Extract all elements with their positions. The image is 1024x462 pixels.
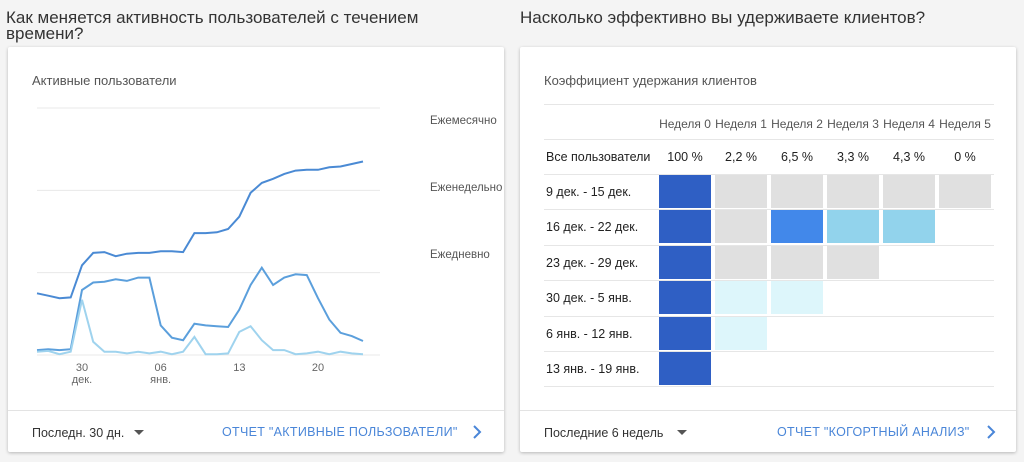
retention-cell [771, 245, 823, 279]
column-header: Неделя 1 [715, 117, 767, 131]
row-label: 13 янв. - 19 янв. [546, 362, 640, 376]
retention-cell [939, 175, 991, 208]
x-tick-label: 20 [311, 362, 325, 374]
legend-label: Еженедельно [430, 182, 502, 194]
retention-cell [827, 175, 879, 208]
row-divider [544, 316, 994, 317]
row-label: Все пользователи [546, 150, 651, 164]
summary-value: 3,3 % [837, 150, 869, 164]
summary-value: 4,3 % [893, 150, 925, 164]
summary-value: 0 % [954, 150, 976, 164]
divider [520, 410, 1016, 411]
report-link[interactable]: ОТЧЕТ "АКТИВНЫЕ ПОЛЬЗОВАТЕЛИ" [222, 425, 458, 439]
retention-cell [715, 316, 767, 350]
row-divider [544, 351, 994, 352]
column-header: Неделя 0 [659, 117, 711, 131]
date-range-dropdown[interactable]: Последние 6 недель [544, 426, 664, 440]
row-divider [544, 209, 994, 210]
row-divider [544, 104, 994, 105]
summary-value: 100 % [667, 150, 703, 164]
retention-cell [659, 245, 711, 279]
row-divider [544, 280, 994, 281]
card [520, 47, 1016, 452]
chevron[interactable] [985, 424, 997, 440]
row-divider [544, 174, 994, 175]
retention-cell [715, 245, 767, 279]
series-line [36, 299, 364, 356]
row-label: 30 дек. - 5 янв. [546, 291, 632, 306]
series-line [36, 265, 364, 352]
retention-cell [659, 281, 711, 315]
retention-cell [883, 175, 935, 208]
legend-label: Ежедневно [430, 249, 490, 261]
section-heading: Как меняется активность пользователей с … [6, 8, 419, 43]
series-line [36, 160, 364, 300]
card [8, 47, 504, 452]
retention-cell [715, 175, 767, 208]
legend-label: Ежемесячно [430, 115, 497, 127]
retention-cell [827, 210, 879, 244]
retention-cell [883, 210, 935, 244]
row-divider [544, 386, 994, 387]
column-header: Неделя 5 [939, 117, 991, 131]
chevron[interactable] [471, 424, 483, 440]
summary-value: 6,5 % [781, 150, 813, 164]
column-header: Неделя 3 [827, 117, 879, 131]
row-label: 9 дек. - 15 дек. [546, 185, 632, 199]
x-tick-label: 13 [233, 362, 246, 374]
row-label: 6 янв. - 12 янв. [546, 326, 633, 341]
divider [8, 410, 504, 411]
report-link[interactable]: ОТЧЕТ "КОГОРТНЫЙ АНАЛИЗ" [777, 425, 970, 439]
retention-cell [659, 352, 711, 385]
row-label: 16 дек. - 22 дек. [546, 220, 639, 235]
retention-cell [659, 210, 711, 244]
dropdown-arrow[interactable] [676, 429, 688, 437]
retention-cell [715, 281, 767, 315]
summary-value: 2,2 % [725, 150, 757, 164]
retention-cell [771, 281, 823, 315]
x-tick-label: 30 дек. [71, 362, 93, 386]
row-label: 23 дек. - 29 дек. [546, 255, 639, 270]
card-title: Коэффициент удержания клиентов [544, 73, 757, 88]
section-heading: Насколько эффективно вы удерживаете клие… [520, 8, 926, 27]
retention-cell [771, 210, 823, 244]
x-tick-label: 06 янв. [150, 362, 172, 386]
column-header: Неделя 4 [883, 117, 935, 131]
date-range-dropdown[interactable]: Последн. 30 дн. [32, 426, 125, 440]
retention-cell [659, 316, 711, 350]
dropdown-arrow[interactable] [133, 429, 145, 437]
column-header: Неделя 2 [771, 117, 823, 131]
retention-cell [659, 175, 711, 208]
row-divider [544, 245, 994, 246]
retention-cell [771, 175, 823, 208]
row-divider [544, 139, 994, 140]
card-title: Активные пользователи [32, 73, 177, 88]
retention-cell [715, 210, 767, 244]
retention-cell [827, 245, 879, 279]
